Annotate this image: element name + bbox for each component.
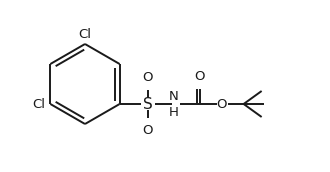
Text: S: S (143, 96, 152, 111)
Text: Cl: Cl (79, 28, 91, 41)
Text: O: O (142, 71, 153, 84)
Text: H: H (169, 106, 179, 119)
Text: Cl: Cl (32, 98, 45, 110)
Text: N: N (169, 90, 179, 103)
Text: O: O (194, 70, 205, 83)
Text: O: O (142, 124, 153, 137)
Text: O: O (216, 98, 227, 110)
